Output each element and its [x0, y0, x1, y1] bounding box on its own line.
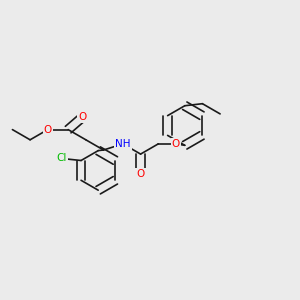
Text: O: O	[44, 124, 52, 135]
Text: NH: NH	[115, 139, 131, 149]
Text: O: O	[172, 139, 180, 149]
Text: Cl: Cl	[56, 154, 67, 164]
Text: O: O	[78, 112, 86, 122]
Text: O: O	[136, 169, 145, 179]
